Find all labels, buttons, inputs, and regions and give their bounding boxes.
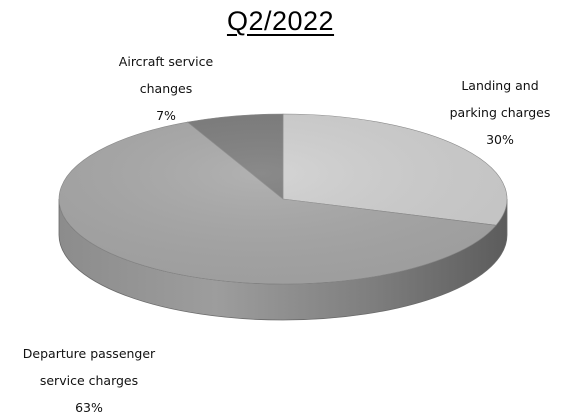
pie-top-shading <box>59 114 507 284</box>
pie-labels: Landing and parking charges 30% Departure p… <box>23 54 551 415</box>
chart-title: Q2/2022 <box>226 6 335 36</box>
slice-label-2: Aircraft service changes 7% <box>119 54 214 123</box>
pie-top-face <box>58 113 508 285</box>
slice-label-1: Departure passenger service charges 63% <box>23 346 156 415</box>
slice-label-0: Landing and parking charges 30% <box>450 78 551 147</box>
